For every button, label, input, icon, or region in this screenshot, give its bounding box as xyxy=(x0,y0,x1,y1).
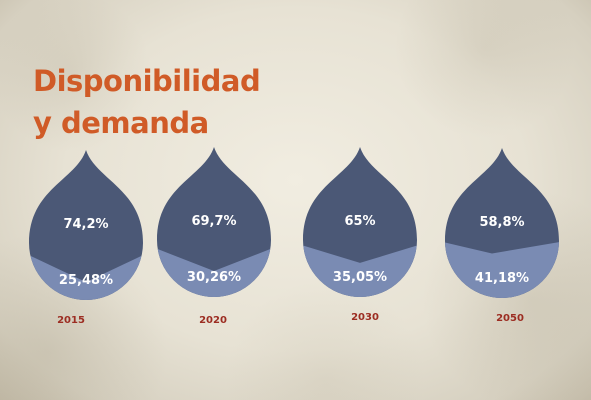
value-label-bottom-2030: 35,05% xyxy=(333,270,387,285)
value-label-top-2030: 65% xyxy=(344,214,375,229)
year-label-2050: 2050 xyxy=(496,313,524,324)
year-label-2020: 2020 xyxy=(199,315,227,326)
chart-title-line-1: Disponibilidad xyxy=(33,64,261,98)
value-label-top-2020: 69,7% xyxy=(191,214,236,229)
value-label-top-2015: 74,2% xyxy=(63,217,108,232)
drop-top-2020 xyxy=(157,147,271,297)
drop-2030: 65% 35,05% xyxy=(303,147,417,297)
value-label-bottom-2050: 41,18% xyxy=(475,271,529,286)
drop-2050: 58,8% 41,18% xyxy=(445,148,559,298)
chart-title-line-2: y demanda xyxy=(33,106,209,140)
value-label-bottom-2015: 25,48% xyxy=(59,273,113,288)
drop-bottom-2030 xyxy=(303,243,417,297)
year-label-2015: 2015 xyxy=(57,315,85,326)
drop-2020: 69,7% 30,26% xyxy=(157,147,271,297)
value-label-top-2050: 58,8% xyxy=(479,215,524,230)
chart-title: Disponibilidad y demanda xyxy=(33,60,261,144)
year-label-2030: 2030 xyxy=(351,312,379,323)
value-label-bottom-2020: 30,26% xyxy=(187,270,241,285)
drop-2015: 74,2% 25,48% xyxy=(29,150,143,300)
drop-top-2015 xyxy=(29,150,143,300)
drop-bottom-2050 xyxy=(445,241,559,298)
